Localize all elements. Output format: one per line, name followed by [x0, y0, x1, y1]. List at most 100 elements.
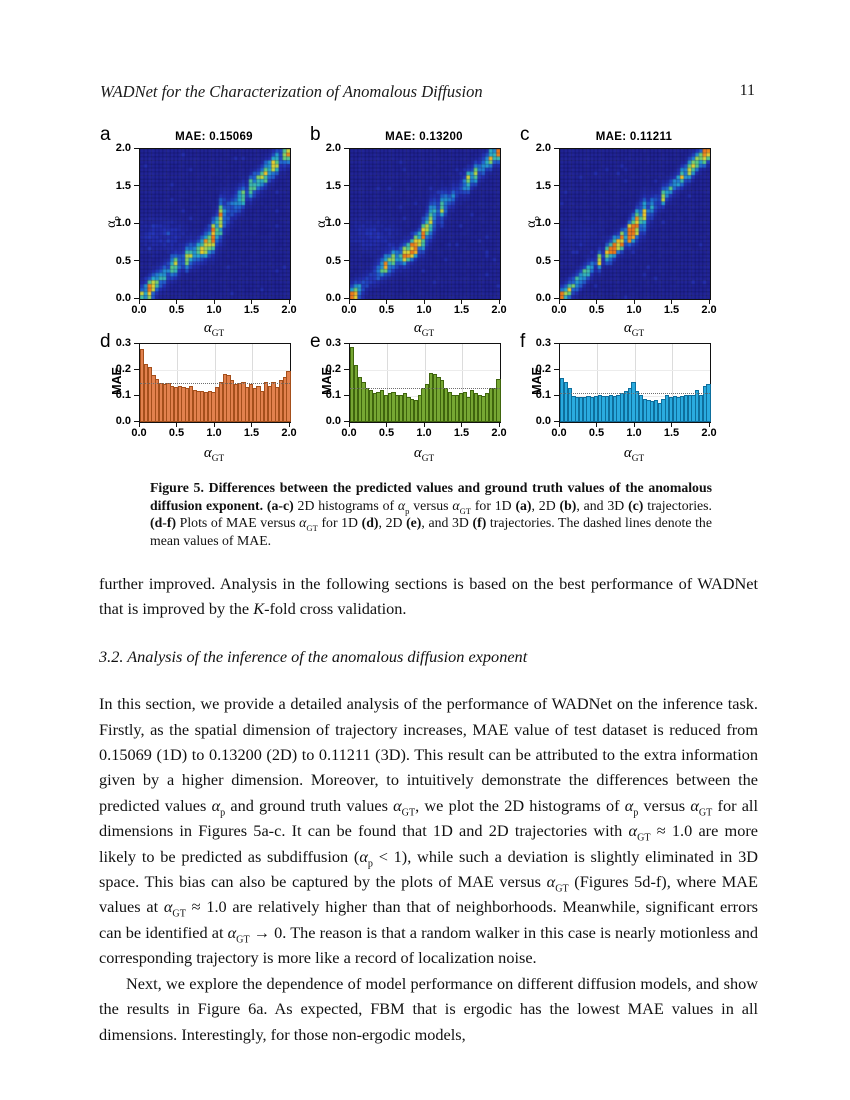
text-segment: trajectories. [643, 497, 712, 513]
x-tick-label: 1.5 [243, 304, 260, 316]
axis-tick [138, 422, 140, 428]
axis-tick [633, 299, 635, 305]
text-segment: -fold cross validation. [264, 599, 407, 619]
section-heading-3-2: 3.2. Analysis of the inference of the an… [99, 646, 528, 666]
alpha-subscript: GT [211, 454, 225, 464]
y-tick-label: 0.1 [115, 389, 131, 401]
body-text: further improved. Analysis in the follow… [99, 571, 758, 1047]
x-tick-label: 2.0 [701, 304, 717, 316]
x-tick-label: 2.0 [281, 304, 297, 316]
axis-tick [423, 422, 425, 428]
heatmap-panel-b: b MAE: 0.13200 0.0 0.5 1.0 1.5 2.0 0.0 0.5 1.0 1.5… [307, 122, 521, 344]
text-segment: further improved. Analysis in the follow… [99, 574, 758, 619]
x-tick-label: 0.5 [588, 427, 605, 439]
axis-tick [558, 422, 560, 428]
text-segment: (e) [406, 515, 422, 531]
axis-tick [596, 422, 597, 428]
y-axis-label: αp [314, 207, 331, 237]
vertical-gridline [672, 344, 673, 422]
text-segment: In this section, we provide a detailed a… [99, 694, 759, 968]
alpha-symbol: α [203, 320, 212, 336]
alpha-subscript: GT [172, 908, 186, 920]
x-tick-label: 1.0 [626, 427, 642, 439]
axis-tick [554, 368, 559, 370]
axis-tick [461, 422, 462, 428]
axis-tick [386, 422, 387, 428]
figure-5-caption: Figure 5. Differences between the predic… [150, 479, 712, 550]
panel-letter-b: b [310, 124, 321, 145]
bar-panel-f: f 0.0 0.1 0.2 0.3 0.0 0.5 1.0 1.5 2.0 MAE αGT [517, 331, 731, 466]
alpha-subscript: GT [555, 883, 569, 895]
axis-tick [348, 299, 350, 305]
alpha-symbol: α [203, 445, 212, 461]
y-tick-label: 0.0 [535, 292, 551, 304]
axis-tick [554, 185, 559, 186]
alpha-subscript: GT [421, 329, 435, 339]
axis-tick [554, 342, 559, 344]
text-segment: Next, we explore the dependence of model… [99, 973, 758, 1044]
y-tick-label: 0.3 [325, 337, 341, 349]
panel-title-mae: MAE: 0.15069 [175, 131, 253, 143]
heatmap-canvas [140, 149, 290, 299]
text-segment: , and 3D [421, 515, 473, 531]
y-tick-label: 1.5 [115, 179, 131, 192]
x-tick-label: 0.5 [168, 427, 185, 439]
alpha-subscript: GT [698, 807, 713, 819]
axis-tick [288, 422, 290, 428]
x-tick-label: 1.5 [453, 304, 470, 316]
axis-tick [633, 422, 635, 428]
x-axis-label: αGT [614, 320, 654, 339]
x-tick-label: 0.0 [341, 304, 357, 316]
alpha-symbol: α [211, 795, 221, 815]
axis-tick [344, 394, 349, 396]
alpha-subscript: p [633, 807, 639, 819]
y-tick-label: 2.0 [115, 142, 131, 154]
alpha-symbol: α [413, 445, 422, 461]
x-axis-label: αGT [194, 320, 234, 339]
alpha-symbol: α [623, 320, 632, 336]
axis-tick [344, 222, 349, 224]
x-tick-label: 0.5 [168, 304, 185, 316]
x-tick-label: 1.0 [206, 427, 222, 439]
y-tick-label: 0.0 [325, 415, 341, 427]
alpha-subscript: GT [637, 832, 651, 844]
axis-tick [344, 420, 349, 422]
alpha-subscript: GT [401, 807, 416, 819]
axis-tick [596, 299, 597, 305]
y-tick-label: 0.1 [325, 389, 341, 401]
axis-tick [554, 297, 559, 299]
bar-panel-d: d 0.0 0.1 0.2 0.3 0.0 0.5 1.0 1.5 2.0 MAE αGT [97, 331, 311, 466]
mean-mae-line [560, 392, 710, 394]
y-tick-label: 0.5 [325, 254, 341, 267]
alpha-symbol: α [359, 846, 368, 866]
horizontal-gridline [140, 370, 290, 371]
x-tick-label: 2.0 [281, 427, 297, 439]
heatmap-panel-c: c MAE: 0.11211 0.0 0.5 1.0 1.5 2.0 0.0 0.5 1.0 1.5… [517, 122, 731, 344]
text-segment: , 2D [531, 497, 560, 513]
x-axis-label: αGT [194, 445, 234, 464]
y-tick-label: 0.3 [535, 337, 551, 349]
heatmap-canvas [560, 149, 710, 299]
text-segment: (a) [515, 497, 532, 513]
x-tick-label: 0.0 [551, 304, 567, 316]
alpha-symbol: α [314, 220, 329, 228]
axis-tick [344, 297, 349, 299]
x-tick-label: 0.5 [588, 304, 605, 316]
x-tick-label: 0.0 [341, 427, 357, 439]
y-tick-label: 0.3 [115, 337, 131, 349]
axis-tick [134, 394, 139, 396]
x-axis-label: αGT [404, 320, 444, 339]
alpha-subscript: p [405, 505, 410, 516]
y-tick-label: 0.0 [325, 292, 341, 304]
horizontal-gridline [560, 370, 710, 371]
text-segment: (a-c) [266, 497, 298, 513]
alpha-subscript: p [220, 807, 226, 819]
alpha-symbol: α [452, 497, 460, 513]
axis-tick [554, 394, 559, 396]
panel-title-mae: MAE: 0.11211 [595, 131, 673, 143]
alpha-symbol: α [623, 445, 632, 461]
y-tick-label: 2.0 [535, 142, 551, 154]
axis-tick [348, 422, 350, 428]
alpha-symbol: α [628, 821, 638, 841]
text-segment: Plots of MAE versus αGT for 1D [179, 515, 362, 534]
